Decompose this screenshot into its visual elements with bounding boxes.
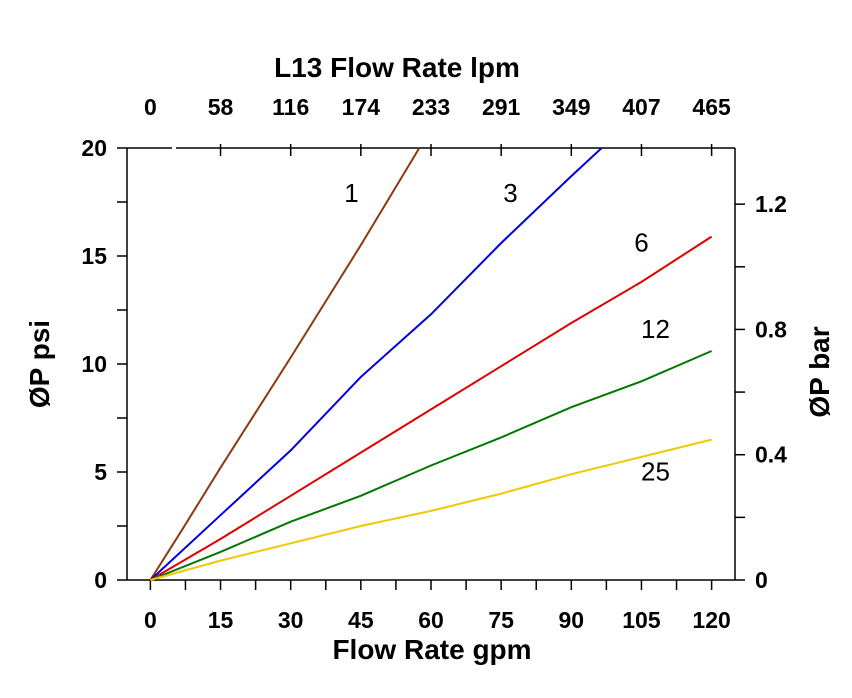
y-tick-label: 20: [81, 135, 107, 161]
top-axis-title: L13 Flow Rate lpm: [274, 52, 520, 83]
x-tick-label: 0: [144, 607, 157, 633]
x2-tick-label: 174: [342, 94, 381, 120]
series-labels: 1 3 6 12 25: [344, 178, 670, 487]
x-tick-label: 15: [208, 607, 234, 633]
x2-tick-label: 349: [552, 94, 590, 120]
series-label-3: 3: [503, 178, 517, 208]
y-tick-label: 10: [81, 351, 107, 377]
x-tick-label: 45: [348, 607, 374, 633]
x-tick-label: 90: [559, 607, 585, 633]
x-tick-label: 120: [692, 607, 730, 633]
y2-tick-label: 1.2: [755, 191, 787, 217]
axis-ticks: [117, 144, 745, 590]
plot-frame: [126, 147, 736, 581]
x-tick-label: 60: [418, 607, 444, 633]
x2-tick-label: 116: [272, 94, 309, 120]
series-line-6: [149, 235, 713, 581]
x2-tick-label: 58: [208, 94, 234, 120]
series-line-25: [150, 438, 712, 581]
x2-tick-label: 407: [622, 94, 660, 120]
y-axis-title: ØP psi: [24, 320, 55, 408]
x2-tick-label: 0: [144, 94, 157, 120]
series-label-1: 1: [344, 178, 358, 208]
y-tick-label: 5: [94, 459, 107, 485]
y2-axis-title: ØP bar: [804, 326, 835, 417]
series-line-12: [150, 350, 712, 581]
x2-tick-label: 233: [412, 94, 450, 120]
x-tick-label: 105: [622, 607, 661, 633]
data-series: [149, 147, 713, 581]
y2-tick-label: 0.8: [755, 316, 787, 342]
x2-tick-label: 291: [482, 94, 521, 120]
y2-tick-label: 0.4: [755, 442, 787, 468]
series-label-6: 6: [634, 228, 648, 258]
x2-tick-label: 465: [692, 94, 731, 120]
y-tick-label: 15: [81, 243, 107, 269]
series-line-1: [149, 147, 421, 581]
x-tick-label: 30: [278, 607, 304, 633]
series-line-3: [149, 147, 603, 581]
y-tick-label: 0: [94, 567, 107, 593]
series-label-25: 25: [641, 457, 670, 487]
x-tick-label: 75: [488, 607, 514, 633]
series-label-12: 12: [641, 314, 670, 344]
x-axis-title: Flow Rate gpm: [332, 634, 531, 665]
y2-tick-label: 0: [755, 567, 768, 593]
